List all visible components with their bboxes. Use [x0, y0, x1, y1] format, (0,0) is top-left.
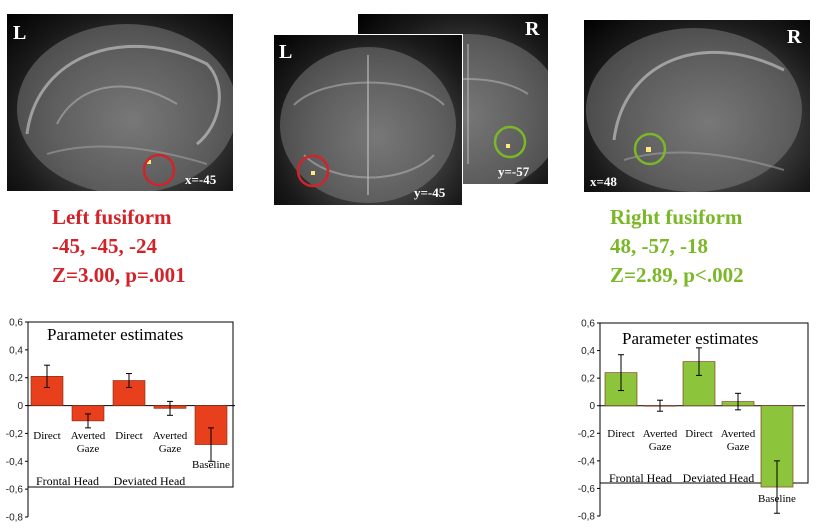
y-tick-label: -0,4 — [578, 456, 596, 467]
y-tick-label: 0,6 — [581, 319, 595, 330]
y-tick-label: -0,8 — [578, 512, 596, 523]
category-label: Averted Gaze — [71, 430, 106, 455]
chart-title: Parameter estimates — [622, 329, 758, 348]
y-tick-label: -0,2 — [578, 429, 596, 440]
y-tick-label: -0,8 — [6, 513, 24, 524]
right-parameter-estimates-chart: Parameter estimates 0,6 0,4 0,2 0 -0,2 -0,4 -0,… — [565, 312, 820, 529]
bar-chart-svg: Parameter estimates 0,6 0,4 0,2 0 -0,2 -0,4 -0,… — [578, 319, 809, 523]
category-label: Baseline — [758, 493, 796, 505]
y-tick-label: 0,6 — [9, 318, 23, 329]
y-tick-label: -0,6 — [6, 485, 24, 496]
roi-circle — [633, 132, 667, 166]
roi-circle — [142, 153, 176, 187]
group-label: Frontal Head — [36, 474, 99, 488]
hemisphere-label: L — [13, 22, 27, 44]
category-label: Averted Gaze — [721, 428, 756, 453]
slice-coordinate: x=48 — [590, 174, 617, 189]
category-label: Averted Gaze — [153, 430, 188, 455]
y-tick-label: 0 — [17, 401, 23, 412]
right-fusiform-result: Right fusiform 48, -57, -18 Z=2.89, p<.0… — [610, 203, 744, 290]
hemisphere-label: R — [787, 26, 802, 48]
category-label: Direct — [685, 428, 712, 440]
peak-statistics: Z=2.89, p<.002 — [610, 263, 744, 287]
bar-chart-svg: Parameter estimates 0,6 0,4 0,2 0 -0,2 -0,4 -0,… — [6, 318, 235, 524]
group-label: Deviated Head — [683, 471, 755, 485]
category-label: Averted Gaze — [643, 428, 678, 453]
y-tick-label: 0 — [589, 401, 595, 412]
y-tick-label: -0,6 — [578, 484, 596, 495]
slice-coordinate: y=-45 — [414, 185, 446, 200]
category-label: Direct — [607, 428, 634, 440]
y-tick-label: 0,4 — [581, 346, 595, 357]
left-fusiform-result: Left fusiform -45, -45, -24 Z=3.00, p=.0… — [52, 203, 186, 290]
group-label: Frontal Head — [609, 471, 672, 485]
hemisphere-label: L — [279, 41, 293, 63]
region-name: Right fusiform — [610, 205, 743, 229]
roi-circle — [493, 125, 527, 159]
y-tick-label: 0,2 — [9, 373, 23, 384]
slice-coordinate: y=-57 — [498, 164, 530, 179]
roi-circle — [296, 154, 330, 188]
right-sagittal-slice: R x=48 — [584, 20, 810, 192]
region-name: Left fusiform — [52, 205, 172, 229]
y-tick-label: -0,2 — [6, 429, 24, 440]
brain-anatomy-drawing — [280, 47, 456, 203]
peak-statistics: Z=3.00, p=.001 — [52, 263, 186, 287]
chart-title: Parameter estimates — [47, 325, 183, 344]
category-label: Direct — [115, 430, 142, 442]
hemisphere-label: R — [525, 18, 540, 40]
left-sagittal-slice: L x=-45 — [7, 14, 233, 191]
brain-anatomy-drawing — [586, 28, 802, 192]
slice-coordinate: x=-45 — [185, 172, 217, 187]
peak-coordinates: 48, -57, -18 — [610, 234, 708, 258]
peak-coordinates: -45, -45, -24 — [52, 234, 157, 258]
y-tick-label: 0,2 — [581, 374, 595, 385]
left-coronal-slice: L y=-45 — [273, 34, 463, 206]
brain-anatomy-drawing — [17, 24, 233, 191]
group-label: Deviated Head — [114, 474, 186, 488]
category-label: Direct — [33, 430, 60, 442]
y-tick-label: 0,4 — [9, 345, 23, 356]
left-parameter-estimates-chart: Parameter estimates 0,6 0,4 0,2 0 -0,2 -0,4 -0,… — [0, 312, 245, 529]
y-tick-label: -0,4 — [6, 457, 24, 468]
category-label: Baseline — [192, 459, 230, 471]
